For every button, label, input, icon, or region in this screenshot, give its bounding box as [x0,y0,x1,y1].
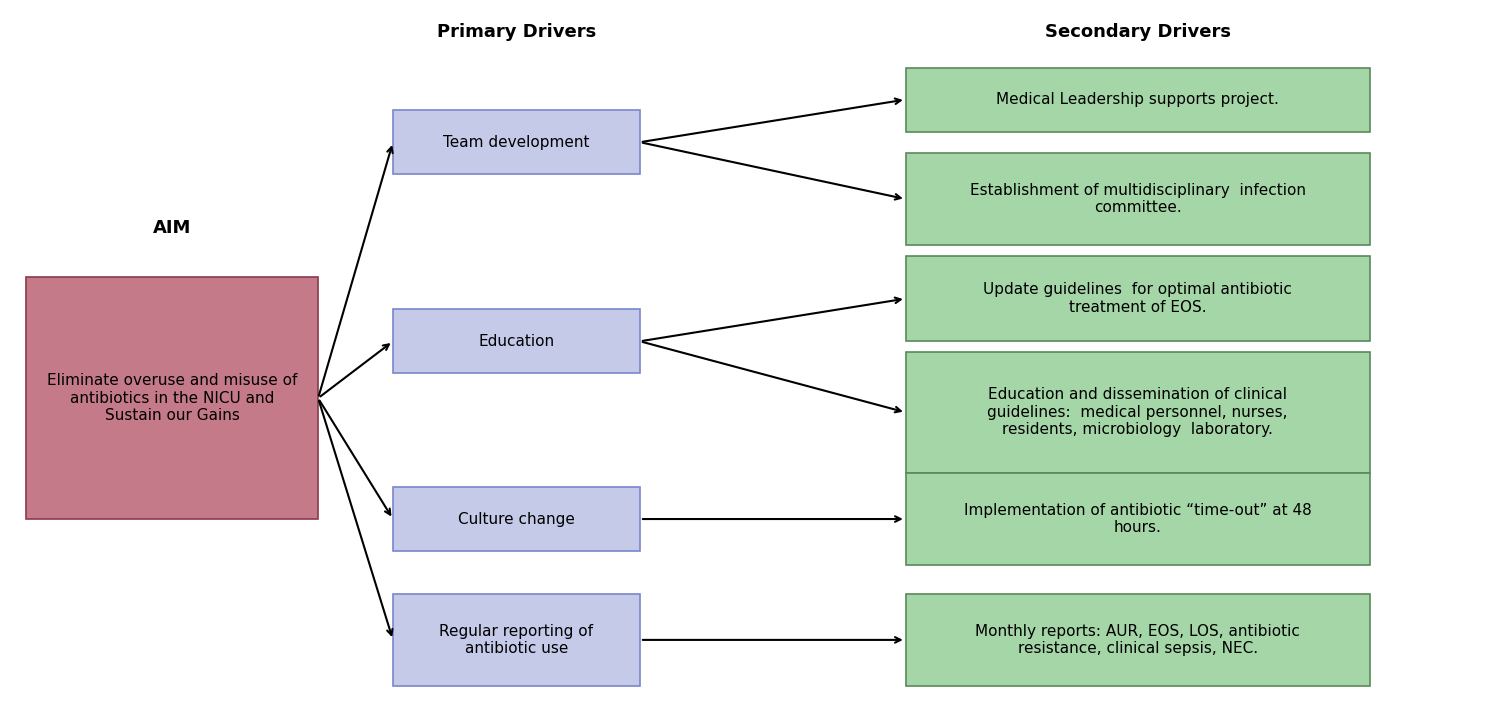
Text: Monthly reports: AUR, EOS, LOS, antibiotic
resistance, clinical sepsis, NEC.: Monthly reports: AUR, EOS, LOS, antibiot… [975,624,1301,656]
FancyBboxPatch shape [906,352,1370,473]
FancyBboxPatch shape [906,256,1370,341]
FancyBboxPatch shape [906,68,1370,132]
Text: Education: Education [479,333,554,349]
Text: Establishment of multidisciplinary  infection
committee.: Establishment of multidisciplinary infec… [970,183,1305,215]
Text: Culture change: Culture change [458,511,575,527]
Text: Update guidelines  for optimal antibiotic
treatment of EOS.: Update guidelines for optimal antibiotic… [984,282,1292,315]
FancyBboxPatch shape [27,277,319,519]
Text: Regular reporting of
antibiotic use: Regular reporting of antibiotic use [440,624,593,656]
FancyBboxPatch shape [906,473,1370,565]
Text: AIM: AIM [153,218,192,237]
FancyBboxPatch shape [392,110,641,174]
FancyBboxPatch shape [906,153,1370,245]
Text: Medical Leadership supports project.: Medical Leadership supports project. [997,92,1278,107]
FancyBboxPatch shape [392,309,641,373]
Text: Team development: Team development [443,134,590,150]
FancyBboxPatch shape [906,594,1370,686]
Text: Implementation of antibiotic “time-out” at 48
hours.: Implementation of antibiotic “time-out” … [964,503,1311,535]
Text: Eliminate overuse and misuse of
antibiotics in the NICU and
Sustain our Gains: Eliminate overuse and misuse of antibiot… [46,373,298,423]
Text: Secondary Drivers: Secondary Drivers [1045,23,1231,41]
Text: Education and dissemination of clinical
guidelines:  medical personnel, nurses,
: Education and dissemination of clinical … [988,387,1287,437]
FancyBboxPatch shape [392,594,641,686]
FancyBboxPatch shape [392,487,641,551]
Text: Primary Drivers: Primary Drivers [437,23,596,41]
